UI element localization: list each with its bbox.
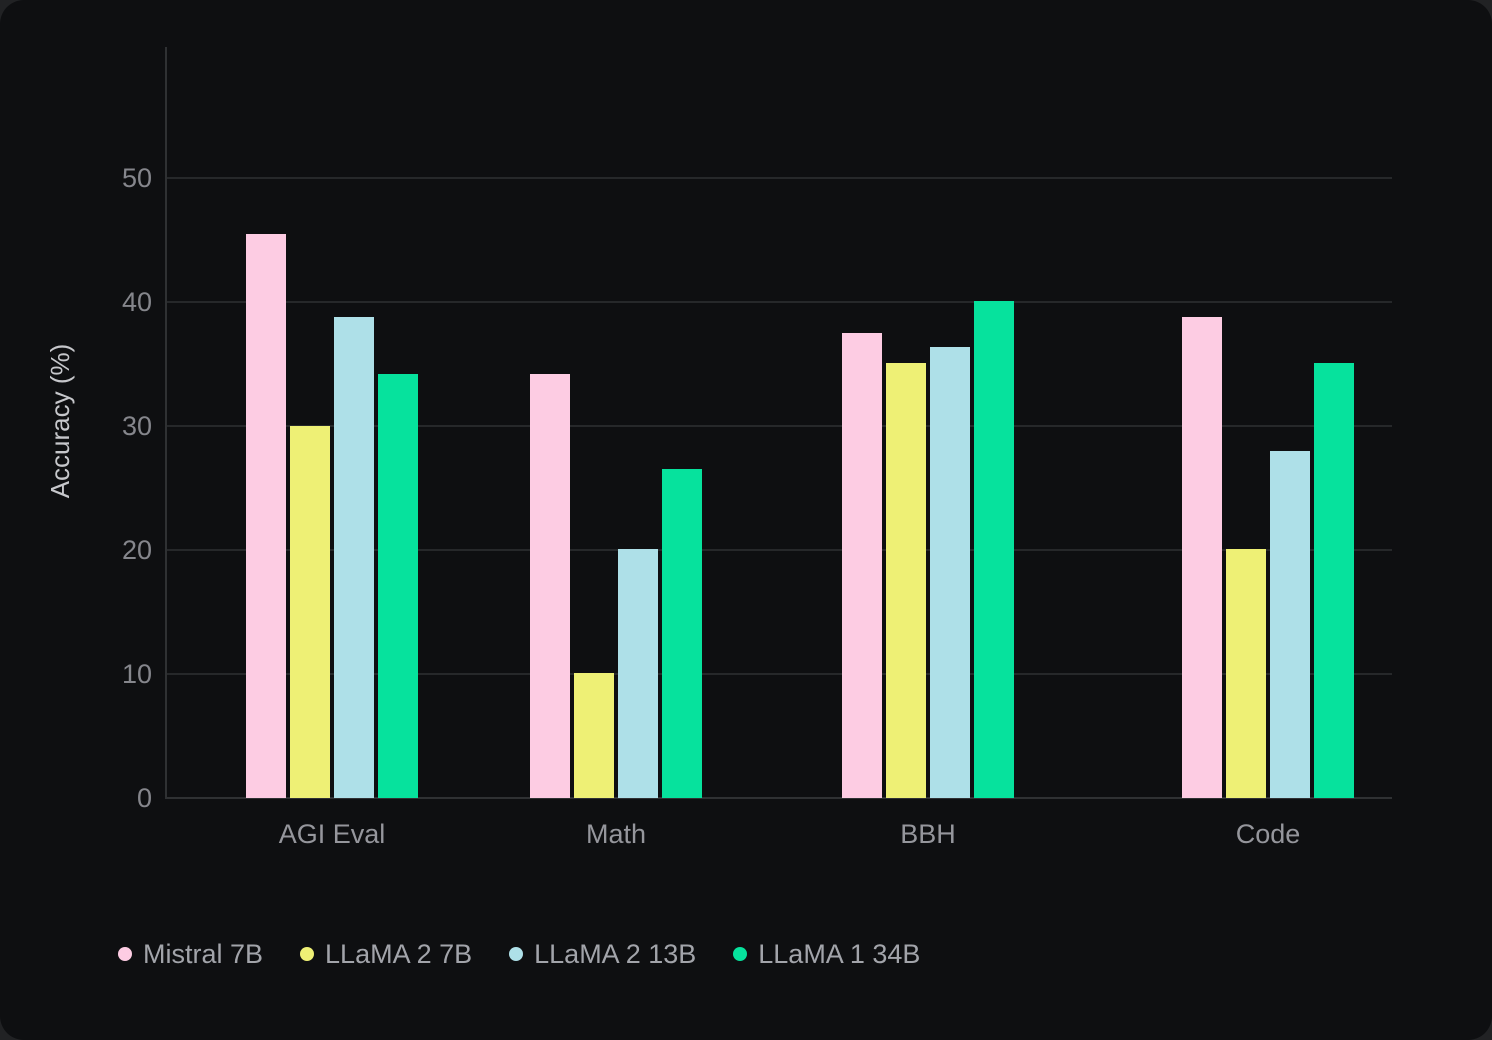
legend-item-llama-1-34b: LLaMA 1 34B (733, 938, 920, 970)
x-category-label-agi-eval: AGI Eval (278, 819, 386, 849)
bar-llama-2-13b-code (1270, 451, 1310, 798)
x-category-label-bbh: BBH (900, 819, 956, 849)
y-tick-label-40: 40 (121, 287, 152, 317)
legend-item-llama-2-7b: LLaMA 2 7B (300, 938, 472, 970)
chart-legend: Mistral 7B LLaMA 2 7B LLaMA 2 13B LLaMA 1 3… (118, 938, 920, 970)
legend-label: Mistral 7B (143, 939, 264, 969)
y-axis-line (165, 47, 167, 799)
gridline-20 (166, 549, 1392, 551)
bar-mistral-7b-agi-eval (246, 234, 286, 798)
y-tick-label-50: 50 (121, 163, 152, 193)
x-category-label-math: Math (585, 819, 647, 849)
bar-llama-2-13b-bbh (930, 347, 970, 798)
y-tick-label-20: 20 (121, 535, 152, 565)
bar-llama-2-13b-agi-eval (334, 317, 374, 798)
y-tick-label-10: 10 (121, 659, 152, 689)
gridline-40 (166, 301, 1392, 303)
legend-dot-icon (733, 947, 748, 961)
bar-llama-1-34b-bbh (974, 301, 1014, 798)
legend-item-mistral-7b: Mistral 7B (118, 938, 263, 970)
gridline-50 (166, 177, 1392, 179)
legend-dot-icon (300, 947, 315, 961)
bar-mistral-7b-bbh (842, 333, 882, 798)
gridline-10 (166, 673, 1392, 675)
legend-dot-icon (118, 947, 132, 961)
bar-llama-1-34b-code (1314, 363, 1354, 798)
legend-dot-icon (509, 947, 524, 961)
legend-label: LLaMA 2 13B (534, 939, 697, 969)
gridline-30 (166, 425, 1392, 427)
legend-label: LLaMA 1 34B (758, 939, 921, 969)
legend-label: LLaMA 2 7B (325, 939, 473, 969)
x-category-label-code: Code (1235, 819, 1301, 849)
bar-mistral-7b-math (530, 374, 570, 798)
y-tick-label-0: 0 (136, 783, 152, 813)
legend-item-llama-2-13b: LLaMA 2 13B (509, 938, 696, 970)
bar-llama-2-7b-agi-eval (290, 426, 330, 798)
bar-llama-1-34b-agi-eval (378, 374, 418, 798)
bar-llama-2-7b-math (574, 673, 614, 798)
bar-llama-2-7b-bbh (886, 363, 926, 798)
x-axis-line (166, 797, 1392, 799)
bar-llama-1-34b-math (662, 469, 702, 798)
bar-llama-2-13b-math (618, 549, 658, 798)
bar-mistral-7b-code (1182, 317, 1222, 798)
bar-llama-2-7b-code (1226, 549, 1266, 798)
y-tick-label-30: 30 (121, 411, 152, 441)
